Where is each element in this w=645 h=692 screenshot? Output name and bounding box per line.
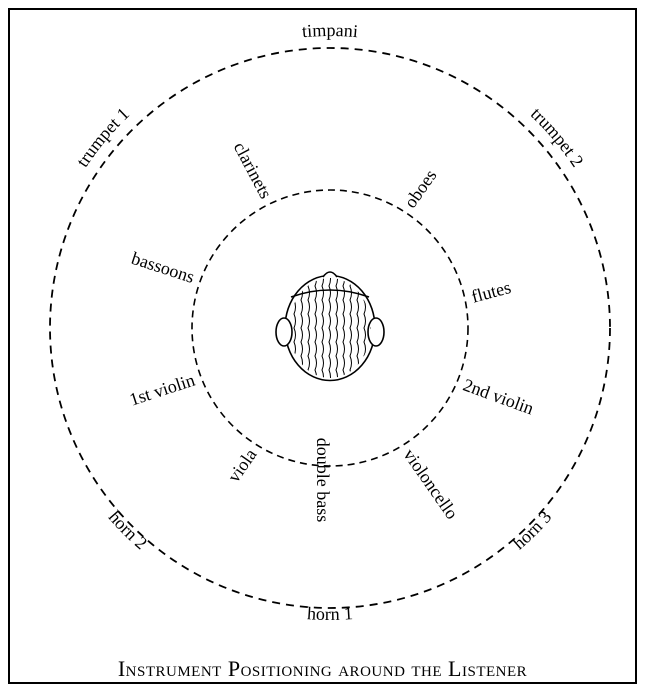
diagram-caption: Instrument Positioning around the Listen… <box>0 656 645 682</box>
inner-label: oboes <box>400 166 440 212</box>
outer-label: trumpet 1 <box>72 104 133 171</box>
outer-label: trumpet 2 <box>527 103 588 170</box>
inner-label: 1st violin <box>127 370 197 410</box>
outer-label: timpani <box>301 20 359 41</box>
inner-label: double bass <box>313 438 333 523</box>
outer-label: horn 2 <box>105 507 151 553</box>
outer-label: horn 3 <box>509 507 555 553</box>
inner-label: flutes <box>469 277 513 307</box>
outer-label: horn 1 <box>307 603 354 624</box>
inner-label: 2nd violin <box>461 375 537 419</box>
inner-label: viola <box>224 445 261 486</box>
listener-head <box>276 272 384 398</box>
inner-label: clarinets <box>230 139 276 202</box>
inner-label: violoncello <box>399 445 462 523</box>
inner-label: bassoons <box>129 248 197 287</box>
